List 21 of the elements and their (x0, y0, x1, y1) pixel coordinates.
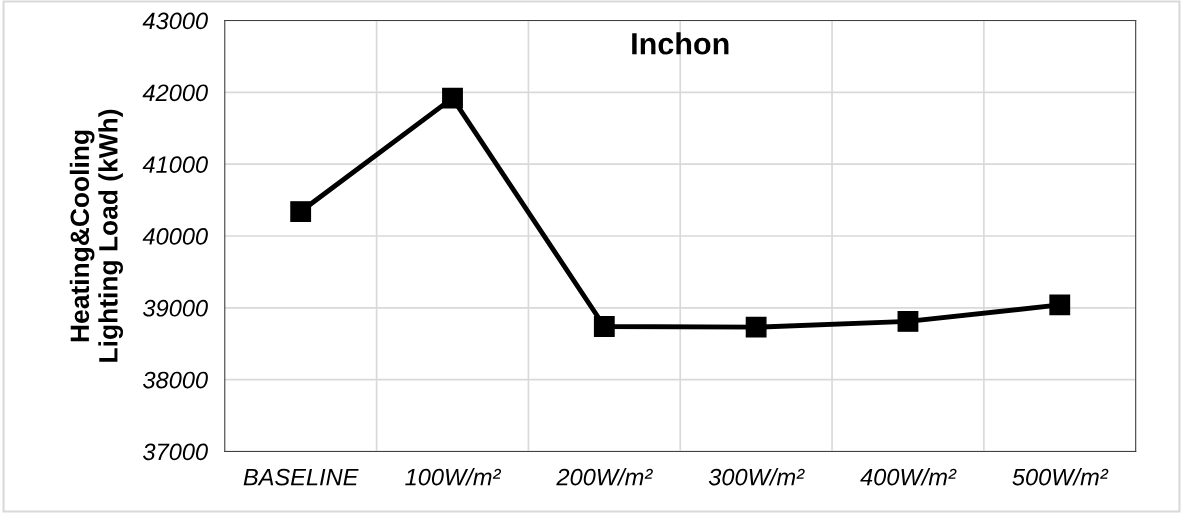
point (897, 311, 919, 332)
y-tick-label: 37000 (143, 443, 208, 461)
x-tick-label: 300W/m² (708, 468, 805, 486)
point (290, 201, 312, 222)
y-tick-label: 38000 (143, 371, 208, 389)
y-tick-label: 40000 (142, 228, 208, 245)
y-axis-title: Heating&Cooling Lighting Load (kWh) (69, 109, 124, 362)
chart-title: Inchon (632, 32, 729, 55)
x-tick-label: 400W/m² (860, 468, 957, 486)
x-tick-label: 500W/m² (1012, 468, 1109, 486)
x-tick-label: 200W/m² (556, 468, 653, 486)
point (1049, 294, 1071, 316)
x-tick-label: 100W/m² (405, 468, 502, 486)
x-tick-label: BASELINE (243, 468, 359, 486)
y-tick-label: 41000 (142, 156, 208, 173)
y-tick-label: 43000 (142, 12, 208, 30)
point (593, 316, 615, 337)
point (745, 316, 767, 338)
point (442, 87, 463, 109)
y-tick-label: 39000 (143, 299, 208, 317)
y-tick-label: 42000 (142, 84, 208, 102)
